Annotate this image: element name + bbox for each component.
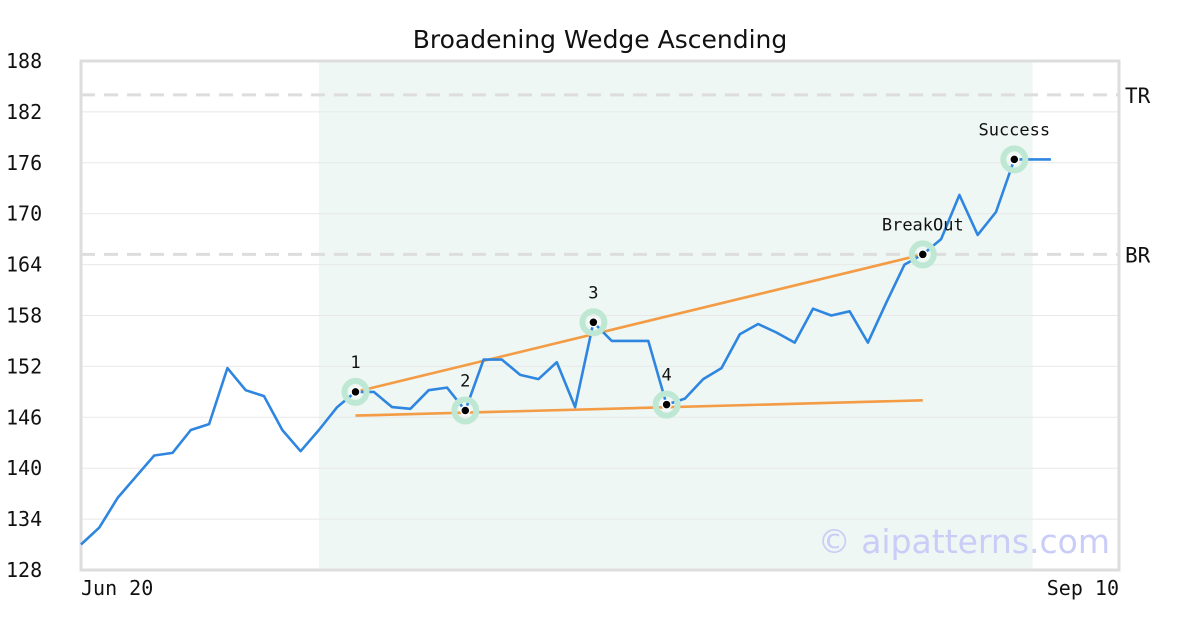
pattern-point-layer: 1 2 3 4 BreakOut Success [341, 120, 1050, 425]
x-tick-label-end: Sep 10 [1047, 576, 1119, 600]
x-tick-label-start: Jun 20 [81, 576, 153, 600]
upper-trendline [355, 253, 924, 394]
plot-area-frame [79, 59, 1121, 572]
trendline-layer [355, 253, 924, 417]
pattern-point-halo [579, 308, 608, 337]
y-tick-label: 152 [6, 354, 42, 378]
pattern-point-halo [1000, 145, 1029, 174]
pattern-point-marker [588, 317, 599, 328]
y-axis-tick-labels: 128 134 140 146 152 158 164 170 176 182 188 [6, 49, 42, 582]
y-tick-label: 182 [6, 100, 42, 124]
pattern-point-label: 3 [588, 283, 598, 303]
reference-label-tr: TR [1125, 84, 1151, 108]
y-tick-label: 170 [6, 202, 42, 226]
y-tick-label: 158 [6, 304, 42, 328]
pattern-point-label: 2 [460, 372, 470, 392]
pattern-point-marker [661, 399, 672, 410]
y-tick-label: 164 [6, 253, 42, 277]
x-axis-tick-labels: Jun 20 Sep 10 [81, 576, 1119, 600]
pattern-point-marker [917, 249, 929, 260]
lower-trendline [355, 399, 923, 417]
price-series-layer [80, 158, 1051, 546]
pattern-point-label: 4 [661, 366, 671, 386]
y-tick-label: 188 [6, 49, 42, 73]
pattern-point-halo [341, 377, 370, 406]
reference-line-layer: TR BR [81, 84, 1151, 267]
pattern-point-marker [350, 386, 361, 398]
pattern-point-halo [908, 240, 937, 269]
y-tick-label: 140 [6, 456, 42, 480]
reference-label-br: BR [1125, 243, 1151, 267]
pattern-point-label: BreakOut [882, 215, 964, 235]
pattern-point-label: 1 [350, 353, 360, 373]
y-tick-label: 128 [6, 558, 42, 582]
watermark: © aipatterns.com [818, 522, 1110, 561]
y-tick-label: 176 [6, 151, 42, 175]
pattern-point-marker [460, 405, 471, 416]
pattern-point-label: Success [978, 120, 1050, 140]
y-tick-label: 146 [6, 405, 42, 429]
pattern-point-marker [1009, 154, 1020, 165]
chart-title: Broadening Wedge Ascending [413, 25, 788, 54]
pattern-point-halo [451, 396, 480, 425]
price-series-line [80, 158, 1051, 546]
pattern-point-halo [652, 390, 681, 419]
y-tick-label: 134 [6, 507, 42, 531]
